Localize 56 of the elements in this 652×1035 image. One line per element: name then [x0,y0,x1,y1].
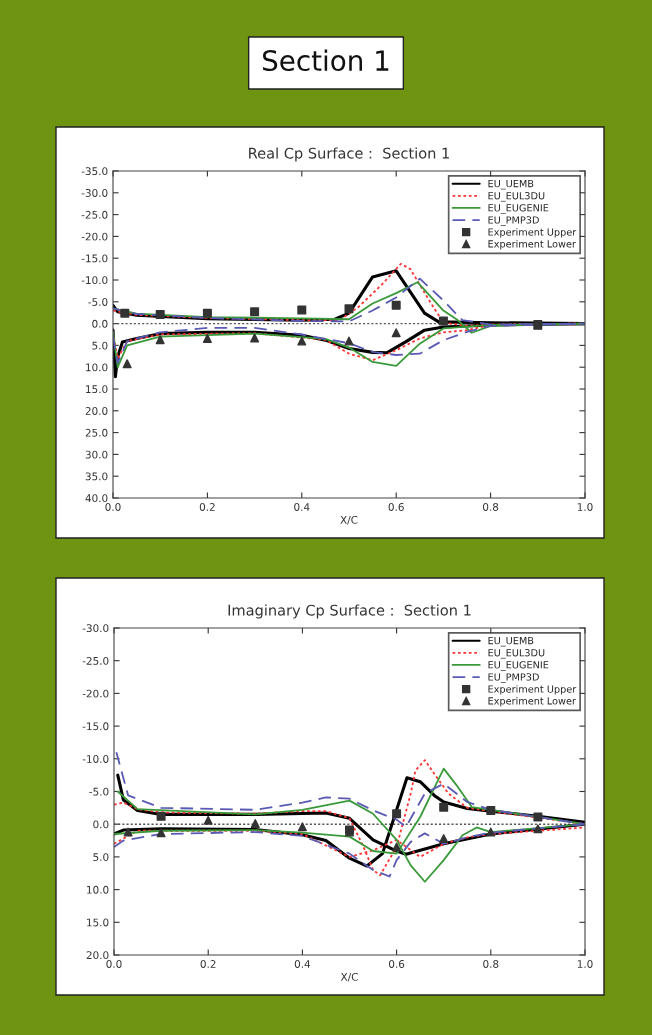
y-tick-label: -35.0 [81,167,108,176]
y-tick-label: 5.0 [92,341,108,350]
y-tick-label: 20.0 [85,407,108,415]
legend-label: EU_EUGENIE [488,661,549,671]
x-tick-label: 0.6 [389,960,405,968]
y-tick-label: -30.0 [81,189,108,197]
legend-label: EU_UEMB [488,637,534,647]
x-tick-label: 0.2 [199,503,215,511]
y-tick-label: 15.0 [87,918,109,927]
x-tick-label: 0.0 [106,960,122,968]
y-tick-label: 10.0 [87,885,109,894]
y-tick-label: 25.0 [85,428,108,437]
y-tick-label: 10.0 [86,363,108,372]
legend-label: Experiment Upper [488,685,577,695]
y-tick-label: -10.0 [82,755,109,763]
x-tick-label: 0.8 [483,960,499,968]
y-tick-label: 30.0 [85,450,108,459]
x-axis-title: X/C [340,515,358,525]
x-tick-label: 1.0 [577,503,593,511]
y-tick-label: -5.0 [88,298,108,306]
y-tick-label: -20.0 [81,232,108,241]
legend-label: EU_UEMB [488,180,534,190]
x-axis-title: X/C [340,972,358,982]
y-tick-label: -25.0 [82,656,109,665]
legend-label: EU_PMP3D [488,673,539,683]
x-tick-label: 0.6 [388,503,404,511]
legend-label: EU_EUGENIE [488,204,549,214]
y-tick-label: 15.0 [86,385,108,394]
legend-label: EU_EUL3DU [488,649,545,659]
chart-title: Imaginary Cp Surface : Section 1 [228,604,471,619]
y-tick-label: 5.0 [93,853,109,862]
x-tick-label: 0.8 [483,503,499,511]
y-tick-label: -5.0 [89,787,109,796]
y-tick-label: 40.0 [85,494,108,503]
y-tick-label: -25.0 [81,210,108,219]
legend-label: EU_PMP3D [488,216,539,226]
y-tick-label: -30.0 [82,624,109,633]
y-tick-label: -15.0 [82,722,109,731]
y-tick-label: 35.0 [85,472,108,481]
x-tick-label: 0.2 [200,960,216,968]
x-tick-label: 0.4 [294,960,311,968]
x-tick-label: 0.4 [294,503,310,511]
x-tick-label: 0.0 [105,503,121,511]
legend-label: Experiment Lower [488,240,576,250]
y-tick-label: -10.0 [81,276,108,285]
y-tick-label: -15.0 [81,254,108,263]
legend-label: Experiment Lower [488,697,576,707]
y-tick-label: 0.0 [92,319,108,328]
y-tick-label: 20.0 [86,951,109,960]
chart-title: Real Cp Surface : Section 1 [249,147,449,162]
y-tick-label: -20.0 [82,689,109,698]
legend-label: EU_EUL3DU [488,192,545,202]
x-tick-label: 1.0 [577,960,593,968]
y-tick-label: 0.0 [93,820,109,829]
legend-label: Experiment Upper [488,228,577,238]
text: Section 1 [262,49,389,72]
